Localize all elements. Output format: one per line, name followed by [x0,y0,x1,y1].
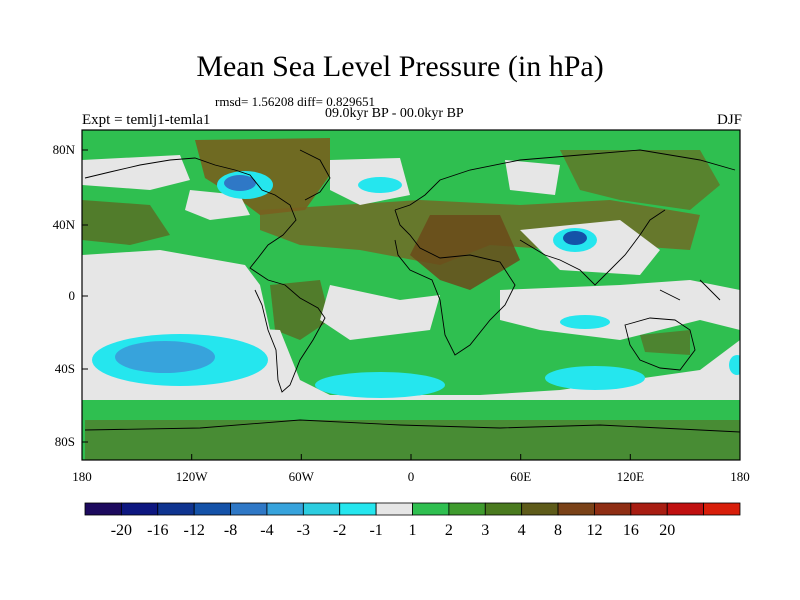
olive-region-antarctica [85,420,740,460]
light-blue-region-south-atlantic [315,372,445,398]
grey-region-north-pacific [82,155,190,190]
lat-label: 0 [69,288,76,303]
colorbar-swatch [120,502,159,516]
colorbar-label: -2 [333,522,346,539]
lat-label: 40S [55,361,75,376]
colorbar-label: 16 [623,522,639,539]
coastline-maritime-continent [659,279,721,301]
lat-label: 80S [55,434,75,449]
colorbar-label: -1 [369,522,382,539]
colorbar-swatch [448,502,486,516]
colorbar-swatch [193,502,231,516]
colorbar-label: -4 [260,522,273,539]
lat-label: 40N [53,217,76,232]
olive-region-south-america [270,280,330,340]
season-label: DJF [716,112,742,128]
grey-region-southern-ocean [82,320,740,400]
colorbar-label: -16 [147,522,168,539]
colorbar-swatch [630,502,668,516]
olive-region-siberia [560,150,720,210]
coastline-greenland [299,149,331,201]
light-blue-region-south-indian [545,366,645,390]
colorbar-swatch [266,502,304,516]
colorbar-swatch [666,502,705,516]
colorbar-label: 2 [445,522,453,539]
lon-label: 180 [72,469,92,484]
colorbar-label: 8 [554,522,562,539]
coastline-eurasia-africa [394,149,736,356]
light-blue-region-tasman [729,355,740,375]
period-text: 09.0kyr BP - 00.0kyr BP [325,106,464,121]
latitude-axis: 80N 40N 0 40S 80S [53,142,88,449]
colorbar-swatch [339,502,377,516]
lon-label: 0 [408,469,415,484]
brown-region-sahara [410,215,520,290]
lon-label: 120W [176,469,209,484]
coastlines [84,149,740,433]
pressure-field [82,130,740,460]
olive-region-pacific [82,200,170,245]
grey-region-ural [505,160,560,195]
colorbar-swatch [84,502,122,516]
lon-label: 120E [617,469,645,484]
coastline-antarctica [84,419,740,433]
colorbar-label: 1 [409,522,417,539]
grey-region-tropical-atlantic [320,285,440,340]
experiment-label: Expt = temlj1-temla1 [82,112,211,128]
teal-region-south-pacific [115,341,215,373]
colorbar-swatch [703,502,741,516]
rmsd-diff-text: rmsd= 1.56208 diff= 0.829651 [215,94,375,109]
chart-title: Mean Sea Level Pressure (in hPa) [196,50,604,83]
colorbar-label: 20 [659,522,675,539]
colorbar-label: -12 [184,522,205,539]
coastline-australia [624,317,696,371]
lon-label: 60W [289,469,315,484]
olive-region-australia [640,330,690,355]
colorbar-label: 3 [481,522,489,539]
grey-region-east-pacific [82,250,270,330]
light-blue-region-indian-ocean [560,315,610,329]
longitude-axis: 180 120W 60W 0 60E 120E 180 [72,454,750,484]
colorbar-label: -3 [297,522,310,539]
dark-blue-region-tibet [563,231,587,245]
colorbar-swatch [594,502,632,516]
colorbar-swatch [230,502,268,516]
lon-label: 180 [730,469,750,484]
colorbar: -20 -16 -12 -8 -4 -3 -2 -1 1 2 3 4 8 12 16 20 [84,502,741,539]
grey-region-indian-ocean [500,280,740,340]
light-blue-region-north-atlantic [358,177,402,193]
colorbar-label: -8 [224,522,237,539]
lon-label: 60E [510,469,531,484]
coastline-americas [84,157,326,393]
colorbar-swatch [484,502,523,516]
colorbar-label: -20 [111,522,132,539]
colorbar-swatch [302,502,341,516]
colorbar-swatch [375,502,413,516]
colorbar-swatch [557,502,595,516]
colorbar-swatch [157,502,195,516]
blue-region-canada [224,175,256,191]
lat-label: 80N [53,142,76,157]
colorbar-label: 12 [586,522,602,539]
colorbar-swatch [412,502,450,516]
colorbar-swatch [521,502,559,516]
colorbar-label: 4 [518,522,526,539]
coastline-south-asia [519,209,666,286]
